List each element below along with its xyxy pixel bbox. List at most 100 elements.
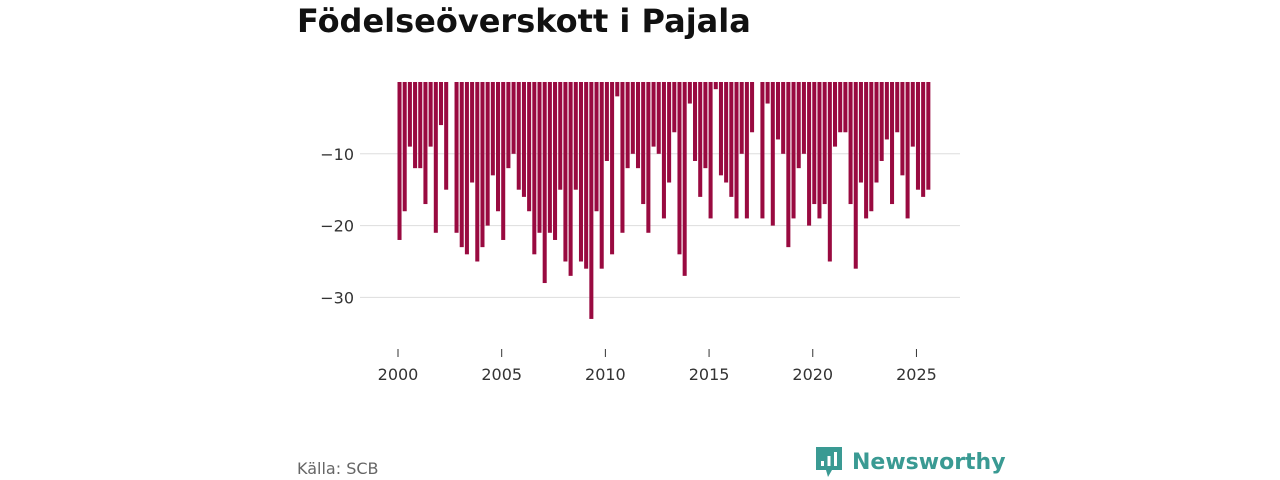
bar xyxy=(848,82,853,205)
bar xyxy=(563,82,568,262)
bar xyxy=(853,82,858,269)
bar xyxy=(682,82,687,276)
bar xyxy=(833,82,838,147)
y-axis: −10 −20 −30 xyxy=(320,145,354,308)
x-tick-label: 2015 xyxy=(689,365,730,384)
bar xyxy=(423,82,428,205)
bar xyxy=(693,82,698,161)
bar xyxy=(516,82,521,190)
bar xyxy=(874,82,879,183)
bar xyxy=(677,82,682,255)
bar xyxy=(651,82,656,147)
bar xyxy=(858,82,863,183)
bar xyxy=(537,82,542,233)
bar xyxy=(760,82,765,219)
bar xyxy=(905,82,910,219)
bar xyxy=(620,82,625,233)
bar xyxy=(827,82,832,262)
bar xyxy=(553,82,558,240)
bar xyxy=(418,82,423,169)
bar xyxy=(807,82,812,226)
bar xyxy=(734,82,739,219)
bar xyxy=(843,82,848,133)
bar xyxy=(770,82,775,226)
brand-name: Newsworthy xyxy=(852,449,1006,475)
x-tick-label: 2010 xyxy=(585,365,626,384)
bar xyxy=(589,82,594,319)
bar xyxy=(910,82,915,147)
bar xyxy=(729,82,734,197)
bar xyxy=(926,82,931,190)
bar xyxy=(646,82,651,233)
bar xyxy=(402,82,407,212)
bar xyxy=(884,82,889,140)
bar xyxy=(527,82,532,212)
bar xyxy=(433,82,438,233)
bar xyxy=(428,82,433,147)
bar xyxy=(869,82,874,212)
newsworthy-logo-icon xyxy=(816,447,842,477)
bar xyxy=(656,82,661,154)
bar xyxy=(801,82,806,154)
bar xyxy=(599,82,604,269)
bar xyxy=(413,82,418,169)
bar xyxy=(672,82,677,133)
bar xyxy=(532,82,537,255)
bar xyxy=(900,82,905,176)
bar xyxy=(775,82,781,140)
bar xyxy=(459,82,464,248)
bar xyxy=(687,82,692,104)
brand-logo: Newsworthy xyxy=(815,446,1006,478)
bar xyxy=(786,82,791,248)
bar xyxy=(568,82,573,276)
bar xyxy=(630,82,635,154)
bar xyxy=(470,82,475,183)
bar xyxy=(713,82,718,90)
bar xyxy=(739,82,744,154)
bar xyxy=(480,82,485,248)
bar xyxy=(542,82,547,284)
bar xyxy=(573,82,578,190)
chart-title: Födelseöverskott i Pajala xyxy=(297,2,751,40)
bar xyxy=(895,82,900,133)
bar xyxy=(890,82,895,205)
source-label: Källa: SCB xyxy=(297,459,379,478)
bar xyxy=(718,82,723,176)
bar xyxy=(817,82,822,219)
bar xyxy=(838,82,843,133)
bar xyxy=(812,82,817,205)
bar xyxy=(454,82,459,233)
bar xyxy=(444,82,449,190)
bar xyxy=(558,82,563,190)
bar xyxy=(724,82,729,183)
bar xyxy=(667,82,672,183)
bar xyxy=(521,82,526,197)
x-axis: 2000 2005 2010 2015 2020 2025 xyxy=(378,349,937,384)
bar xyxy=(864,82,869,219)
bar-series xyxy=(397,82,931,319)
bar xyxy=(464,82,469,255)
bar xyxy=(765,82,770,104)
bar xyxy=(641,82,646,205)
bar xyxy=(635,82,641,169)
bar xyxy=(475,82,480,262)
bar xyxy=(921,82,926,197)
bar xyxy=(708,82,713,219)
bar xyxy=(915,82,920,190)
bar xyxy=(604,82,609,161)
bar xyxy=(397,82,402,240)
bar xyxy=(625,82,630,169)
bar xyxy=(578,82,583,262)
x-tick-label: 2020 xyxy=(792,365,833,384)
bar xyxy=(661,82,666,219)
x-tick-label: 2005 xyxy=(481,365,522,384)
bar xyxy=(698,82,703,197)
bar xyxy=(506,82,511,169)
bar xyxy=(744,82,749,219)
x-tick-label: 2025 xyxy=(896,365,937,384)
bar xyxy=(822,82,827,205)
bar xyxy=(610,82,615,255)
bar xyxy=(501,82,506,240)
y-tick-label: −20 xyxy=(320,217,354,236)
